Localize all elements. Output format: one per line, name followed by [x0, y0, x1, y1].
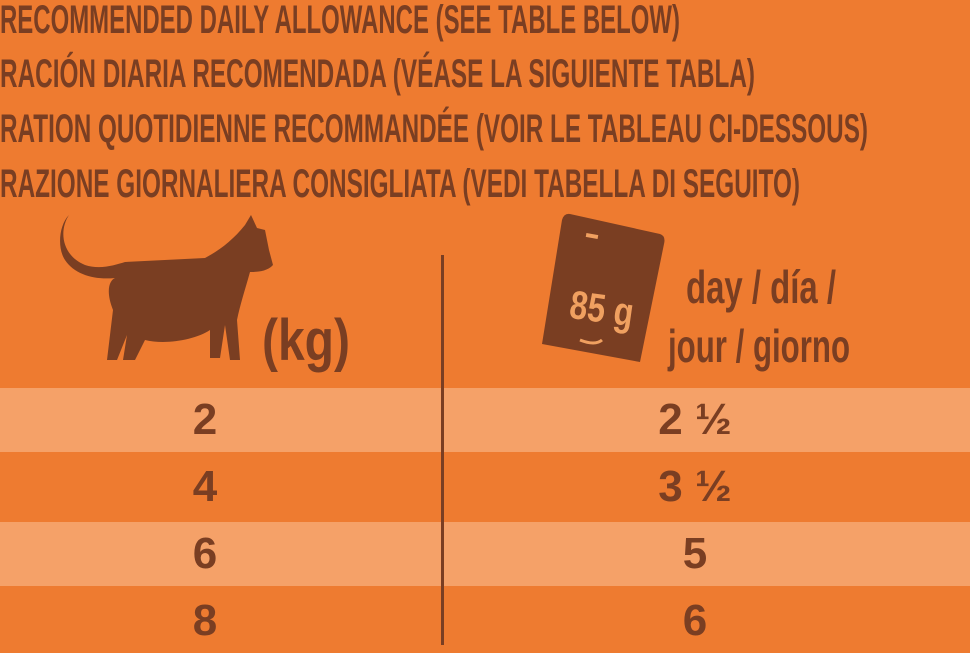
heading-es: RACIÓN DIARIA RECOMENDADA (VÉASE LA SIGU… — [0, 50, 755, 96]
table-row: 8 6 — [0, 589, 970, 653]
heading-en: RECOMMENDED DAILY ALLOWANCE (SEE TABLE B… — [0, 0, 680, 42]
pouches-cell: 2 ½ — [658, 395, 732, 444]
table-row: 2 2 ½ — [0, 388, 970, 452]
heading-it: RAZIONE GIORNALIERA CONSIGLIATA (VEDI TA… — [0, 162, 800, 206]
column-divider — [441, 255, 444, 645]
pouches-cell: 3 ½ — [658, 462, 732, 511]
cat-icon — [60, 215, 273, 360]
daily-header-line1: day / día / — [686, 261, 836, 313]
pouch-icon: 85 g — [542, 213, 665, 362]
weight-column-header: (kg) — [262, 308, 350, 373]
pouches-cell: 5 — [682, 529, 708, 578]
pouch-weight-label: 85 g — [567, 283, 637, 335]
weight-cell: 4 — [192, 462, 218, 511]
table-row: 6 5 — [0, 522, 970, 586]
daily-header-line2: jour / giorno — [667, 320, 850, 372]
weight-cell: 2 — [192, 395, 218, 444]
heading-fr: RATION QUOTIDIENNE RECOMMANDÉE (VOIR LE … — [0, 106, 868, 151]
weight-cell: 6 — [192, 529, 218, 578]
header-text-layer: RECOMMENDED DAILY ALLOWANCE (SEE TABLE B… — [0, 0, 868, 373]
pouches-cell: 6 — [682, 596, 708, 645]
table-row: 4 3 ½ — [0, 455, 970, 519]
weight-cell: 8 — [192, 596, 218, 645]
